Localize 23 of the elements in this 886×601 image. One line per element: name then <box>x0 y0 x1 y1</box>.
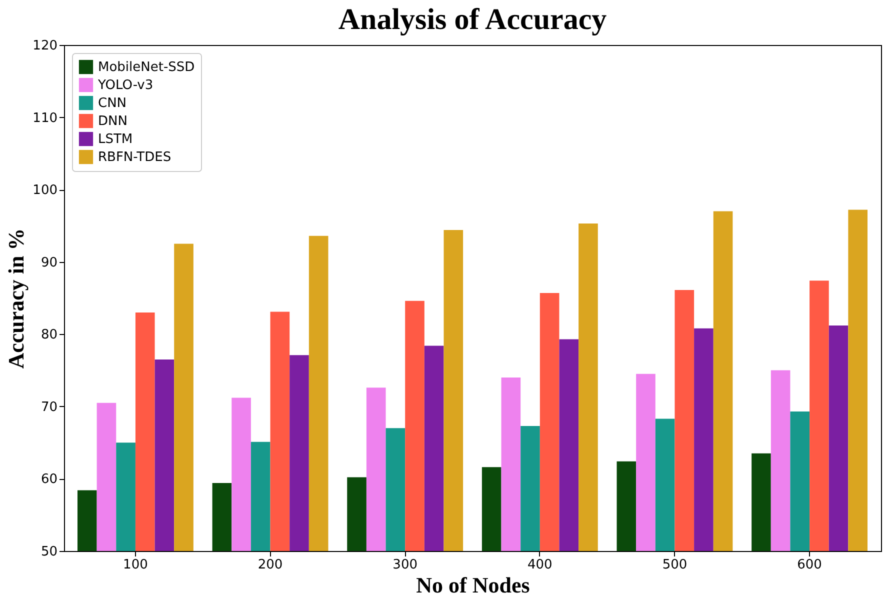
chart-title: Analysis of Accuracy <box>338 3 607 36</box>
x-tick-label: 100 <box>123 558 148 572</box>
x-tick-label: 400 <box>527 558 552 572</box>
x-axis-title: No of Nodes <box>416 572 530 598</box>
x-tick-label: 600 <box>797 558 822 572</box>
legend-label: DNN <box>98 114 128 129</box>
legend-label: YOLO-v3 <box>97 78 154 93</box>
x-tick-label: 200 <box>258 558 283 572</box>
y-tick-label: 110 <box>32 110 58 126</box>
y-tick-label: 60 <box>40 472 58 488</box>
legend-label: MobileNet-SSD <box>98 60 195 75</box>
legend-label: LSTM <box>98 132 133 147</box>
y-tick-label: 100 <box>32 183 58 198</box>
y-tick-label: 120 <box>32 38 58 54</box>
x-tick-label: 300 <box>392 558 418 572</box>
x-tick-label: 500 <box>662 558 688 572</box>
legend-label: CNN <box>98 96 127 111</box>
y-axis-title: Accuracy in % <box>4 228 29 369</box>
y-tick-label: 50 <box>40 544 58 560</box>
y-tick-label: 80 <box>40 328 58 343</box>
y-tick-label: 90 <box>40 255 58 270</box>
legend-label: RBFN-TDES <box>98 150 172 165</box>
y-tick-label: 70 <box>40 400 58 415</box>
